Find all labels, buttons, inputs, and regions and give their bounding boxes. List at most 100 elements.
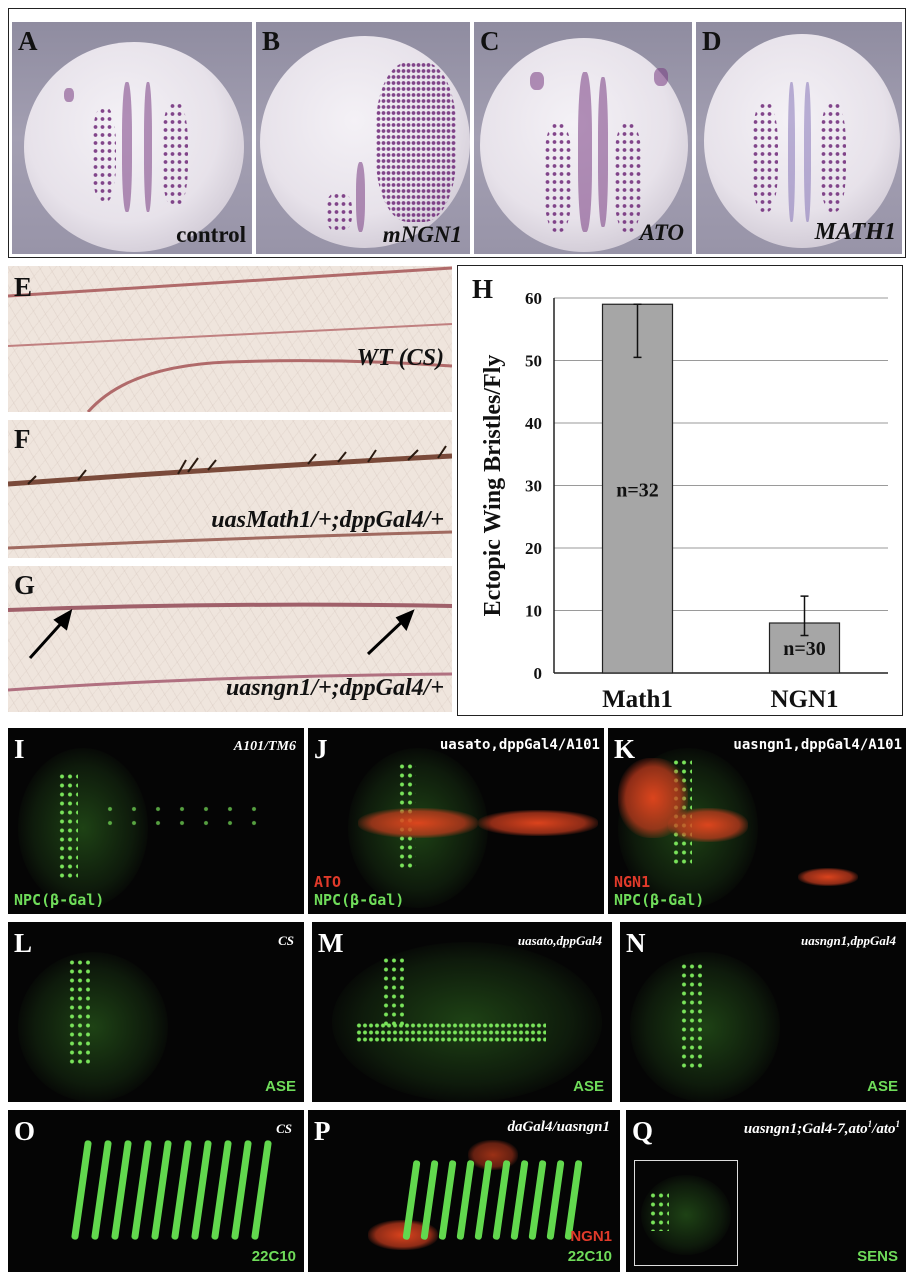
- spot: [64, 88, 74, 102]
- bar: [601, 303, 674, 674]
- neuron-segment: [510, 1159, 529, 1241]
- wing-veins-f: [8, 445, 452, 550]
- y-tick-label: 30: [525, 477, 542, 496]
- neuron-dots: [752, 102, 778, 212]
- panel-letter-a: A: [18, 26, 38, 56]
- green-dots: [58, 772, 78, 882]
- panel-j-marker-red: ATO: [314, 873, 342, 891]
- bar-chart: 0 10 20 30 40 50 60 Ectopic Wing Bristles/Fly n=…: [480, 289, 888, 713]
- panel-letter-f: F: [14, 424, 31, 454]
- x-category-label: NGN1: [770, 686, 838, 713]
- neuron-segment: [211, 1139, 232, 1241]
- spot: [654, 68, 668, 86]
- panel-g: G uasngn1/+;dppGal4/+: [8, 566, 452, 712]
- panel-k-marker: NPC(β-Gal): [614, 891, 705, 909]
- neuron-segment: [71, 1139, 92, 1241]
- red-band: [668, 808, 748, 842]
- panel-c: C ATO: [474, 22, 692, 254]
- x-category-label: Math1: [602, 686, 673, 713]
- panel-m-marker: ASE: [573, 1078, 604, 1095]
- panel-e: E WT (CS): [8, 266, 452, 412]
- panel-q: Q uasngn1;Gal4-7,ato1/ato1 SENS: [626, 1110, 906, 1272]
- embryo-a: [24, 42, 244, 252]
- neuron-dots: [376, 62, 456, 222]
- panel-p-genotype: daGal4/uasngn1: [507, 1119, 610, 1135]
- y-axis-label: Ectopic Wing Bristles/Fly: [480, 355, 506, 617]
- wing-veins-e: [8, 266, 452, 412]
- panel-i-genotype: A101/TM6: [233, 739, 296, 754]
- green-dots: [382, 956, 404, 1026]
- panel-c-label: ATO: [639, 220, 684, 245]
- neuron-segment: [492, 1159, 511, 1241]
- wing-veins-g: [8, 602, 452, 692]
- panel-d-label: MATH1: [814, 219, 896, 245]
- stripe: [122, 82, 132, 212]
- neuron-segment: [438, 1159, 457, 1241]
- green-dots: [680, 962, 702, 1072]
- y-tick-label: 50: [525, 352, 542, 371]
- panel-n: N uasngn1,dppGal4 ASE: [620, 922, 906, 1102]
- neuron-segment: [231, 1139, 252, 1241]
- panel-l: L CS ASE: [8, 922, 304, 1102]
- green-dots: [68, 958, 90, 1068]
- neuron-segment: [191, 1139, 212, 1241]
- q-genotype-part2: /ato: [872, 1121, 896, 1137]
- panel-o-genotype: CS: [276, 1121, 292, 1136]
- neuron-segment: [91, 1139, 112, 1241]
- neuron-dots: [92, 107, 116, 202]
- panel-letter-o: O: [14, 1116, 36, 1146]
- disc-glow: [18, 952, 168, 1102]
- panel-l-marker: ASE: [265, 1078, 296, 1095]
- neuron-dots: [162, 102, 188, 207]
- bar-label: n=30: [783, 638, 826, 660]
- disc-glow: [630, 952, 780, 1102]
- neuron-segment: [456, 1159, 475, 1241]
- red-spot: [798, 868, 858, 886]
- embryo-d: [704, 34, 900, 248]
- panel-k-genotype: uasngn1,dppGal4/A101: [733, 737, 902, 753]
- red-band: [478, 810, 598, 836]
- panel-letter-n: N: [626, 928, 646, 958]
- bar-label: n=32: [616, 480, 659, 502]
- panel-h: H 0 10 20 30 40 50 60 Ectopic Wing Bristles/Fly…: [457, 265, 903, 716]
- panel-d: D MATH1: [696, 22, 902, 254]
- stripe: [356, 162, 365, 232]
- q-genotype-sup1: 1: [867, 1119, 873, 1129]
- neuron-segment: [171, 1139, 192, 1241]
- spot: [530, 72, 544, 90]
- neuron-dots: [614, 122, 642, 232]
- panel-j-genotype: uasato,dppGal4/A101: [439, 737, 600, 753]
- panel-k: K uasngn1,dppGal4/A101 NGN1 NPC(β-Gal): [608, 728, 906, 914]
- neuron-segment: [131, 1139, 152, 1241]
- neuron-dots: [326, 192, 352, 232]
- panel-j: J uasato,dppGal4/A101 ATO NPC(β-Gal): [308, 728, 604, 914]
- panel-letter-q: Q: [632, 1116, 654, 1146]
- panel-g-label: uasngn1/+;dppGal4/+: [225, 675, 444, 701]
- panel-l-genotype: CS: [278, 933, 294, 948]
- panel-q-marker: SENS: [857, 1248, 898, 1265]
- green-dots: [356, 1022, 546, 1042]
- panel-letter-p: P: [314, 1116, 331, 1146]
- panel-a-label: control: [176, 222, 246, 247]
- panel-p-marker-red: NGN1: [570, 1228, 612, 1245]
- panel-q-genotype: uasngn1;Gal4-7,ato1/ato1: [744, 1120, 900, 1137]
- stripe: [578, 72, 592, 232]
- panel-b: B mNGN1: [256, 22, 470, 254]
- stripe: [144, 82, 152, 212]
- panel-j-marker: NPC(β-Gal): [314, 891, 405, 909]
- panel-letter-g: G: [14, 570, 36, 600]
- red-band: [358, 808, 478, 838]
- panel-i: I A101/TM6 NPC(β-Gal): [8, 728, 304, 914]
- y-tick-label: 60: [525, 289, 542, 308]
- y-tick-label: 40: [525, 414, 542, 433]
- stripe: [788, 82, 795, 222]
- panel-letter-l: L: [14, 928, 33, 958]
- panel-letter-c: C: [480, 26, 500, 56]
- neuron-dots: [544, 122, 572, 232]
- panel-n-genotype: uasngn1,dppGal4: [801, 933, 896, 948]
- panel-p: P daGal4/uasngn1 NGN1 22C10: [308, 1110, 620, 1272]
- panel-e-label: WT (CS): [356, 345, 444, 371]
- neuron-segment: [111, 1139, 132, 1241]
- panel-letter-m: M: [318, 928, 344, 958]
- q-genotype-part1: uasngn1;Gal4-7,ato: [743, 1121, 868, 1137]
